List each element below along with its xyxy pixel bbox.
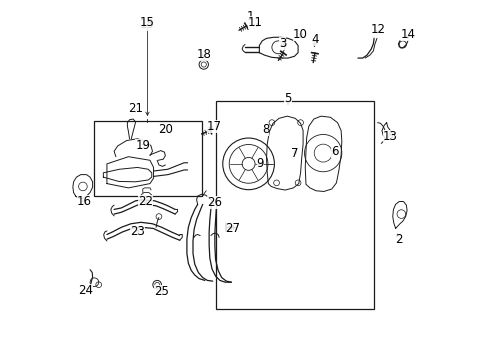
Text: 15: 15 (140, 17, 155, 30)
Text: 17: 17 (207, 121, 222, 134)
Text: 10: 10 (293, 28, 308, 41)
Text: 23: 23 (130, 225, 145, 238)
Text: 4: 4 (311, 33, 318, 46)
Text: 5: 5 (284, 92, 292, 105)
Text: 19: 19 (135, 139, 150, 152)
Text: 2: 2 (395, 233, 403, 246)
Text: 21: 21 (128, 103, 143, 116)
Text: 26: 26 (207, 196, 222, 209)
Bar (216, 101, 374, 309)
Text: 13: 13 (383, 130, 398, 144)
Text: 16: 16 (77, 195, 92, 208)
Text: 8: 8 (262, 123, 270, 136)
Text: 27: 27 (225, 222, 240, 235)
Bar (95, 121, 202, 196)
Text: 7: 7 (292, 147, 299, 159)
Text: 15: 15 (140, 18, 155, 31)
Text: 14: 14 (401, 28, 416, 41)
Text: 22: 22 (138, 195, 153, 208)
Text: 11: 11 (247, 17, 263, 30)
Text: 20: 20 (158, 123, 173, 136)
Text: 9: 9 (257, 157, 264, 170)
Text: 6: 6 (331, 145, 339, 158)
Text: 12: 12 (370, 23, 385, 36)
Text: 3: 3 (279, 36, 286, 50)
Text: 18: 18 (196, 48, 211, 61)
Text: 25: 25 (154, 285, 169, 298)
Text: 1: 1 (246, 10, 254, 23)
Text: 24: 24 (78, 284, 93, 297)
